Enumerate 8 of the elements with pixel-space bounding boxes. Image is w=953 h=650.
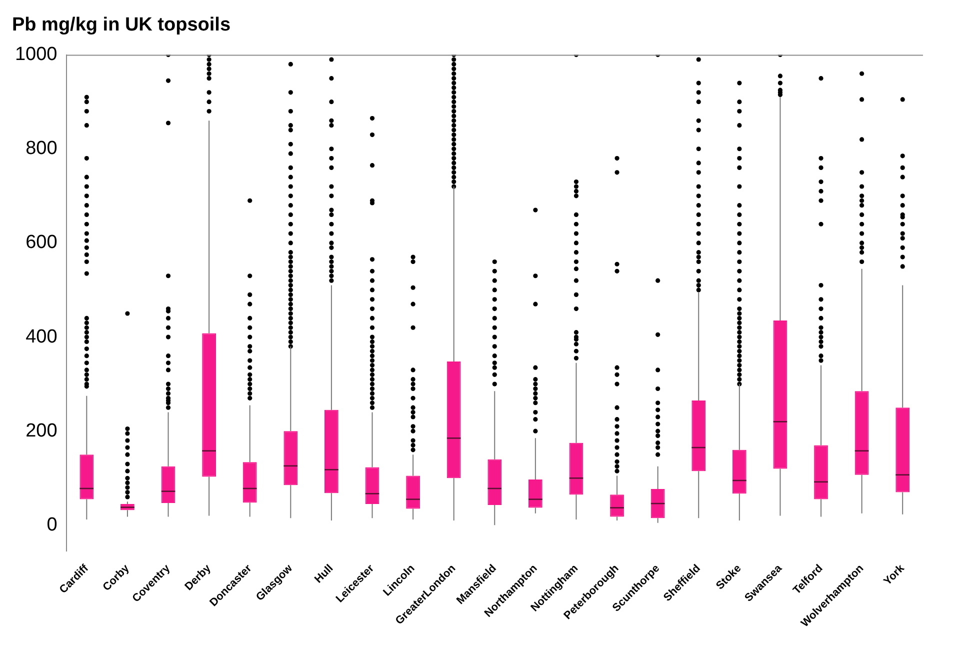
y-tick-label: 600 <box>26 232 58 254</box>
y-tick-label: 800 <box>26 138 58 160</box>
y-tick-label: 200 <box>26 420 58 442</box>
y-tick-label: 1000 <box>14 44 58 66</box>
x-tick-label: York <box>882 562 908 588</box>
y-tick-label: 0 <box>46 514 58 536</box>
y-tick-label: 400 <box>26 326 58 348</box>
chart-title: Pb mg/kg in UK topsoils <box>12 14 231 36</box>
